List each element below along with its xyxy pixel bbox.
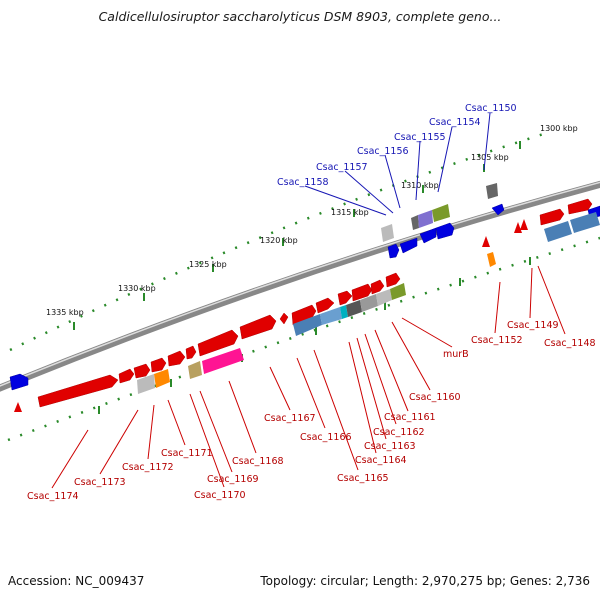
gene-label-csac-1172[interactable]: Csac_1172 bbox=[122, 462, 174, 473]
gene-label-csac-1164[interactable]: Csac_1164 bbox=[355, 455, 407, 466]
forward-strand-genes bbox=[37, 198, 593, 408]
gene-label-csac-1174[interactable]: Csac_1174 bbox=[27, 491, 79, 502]
ruler-label-1320: 1320 kbp bbox=[260, 236, 298, 245]
gene-label-csac-1148[interactable]: Csac_1148 bbox=[544, 338, 596, 349]
gene-label-csac-1155[interactable]: Csac_1155 bbox=[394, 132, 446, 143]
ruler-label-1300: 1300 kbp bbox=[540, 124, 578, 133]
gene-label-csac-1152[interactable]: Csac_1152 bbox=[471, 335, 523, 346]
gene-label-murb[interactable]: murB bbox=[443, 349, 469, 360]
gene-label-csac-1158[interactable]: Csac_1158 bbox=[277, 177, 329, 188]
inner-ruler bbox=[7, 236, 600, 442]
gene-label-csac-1173[interactable]: Csac_1173 bbox=[74, 477, 126, 488]
genome-backbone bbox=[0, 180, 600, 392]
gene-label-csac-1167[interactable]: Csac_1167 bbox=[264, 413, 316, 424]
ruler-label-1330: 1330 kbp bbox=[118, 284, 156, 293]
gene-label-csac-1165[interactable]: Csac_1165 bbox=[337, 473, 389, 484]
gene-label-csac-1168[interactable]: Csac_1168 bbox=[232, 456, 284, 467]
ruler-label-1305: 1305 kbp bbox=[471, 153, 509, 162]
gene-label-csac-1160[interactable]: Csac_1160 bbox=[409, 392, 461, 403]
ruler-label-1315: 1315 kbp bbox=[331, 208, 369, 217]
gene-label-csac-1154[interactable]: Csac_1154 bbox=[429, 117, 481, 128]
gene-label-csac-1161[interactable]: Csac_1161 bbox=[384, 412, 436, 423]
gene-label-csac-1149[interactable]: Csac_1149 bbox=[507, 320, 559, 331]
gene-label-csac-1150[interactable]: Csac_1150 bbox=[465, 103, 517, 114]
ruler-label-1335: 1335 kbp bbox=[46, 308, 84, 317]
gene-label-csac-1166[interactable]: Csac_1166 bbox=[300, 432, 352, 443]
gene-label-csac-1156[interactable]: Csac_1156 bbox=[357, 146, 409, 157]
gene-label-csac-1157[interactable]: Csac_1157 bbox=[316, 162, 368, 173]
ruler-label-1325: 1325 kbp bbox=[189, 260, 227, 269]
accession-text: Accession: NC_009437 bbox=[8, 574, 145, 588]
reverse-strand-genes bbox=[9, 203, 600, 391]
gene-label-csac-1169[interactable]: Csac_1169 bbox=[207, 474, 259, 485]
top-label-connectors bbox=[304, 112, 491, 216]
gene-label-csac-1170[interactable]: Csac_1170 bbox=[194, 490, 246, 501]
outer-ruler bbox=[9, 130, 551, 352]
bottom-label-connectors bbox=[51, 265, 566, 489]
genome-title: Caldicellulosiruptor saccharolyticus DSM… bbox=[98, 9, 502, 24]
special-genes bbox=[14, 183, 600, 412]
ruler-ticks bbox=[73, 141, 531, 414]
gene-label-csac-1163[interactable]: Csac_1163 bbox=[364, 441, 416, 452]
gene-label-csac-1171[interactable]: Csac_1171 bbox=[161, 448, 213, 459]
ruler-label-1310: 1310 kbp bbox=[401, 181, 439, 190]
genome-summary-text: Topology: circular; Length: 2,970,275 bp… bbox=[260, 574, 590, 588]
gene-label-csac-1162[interactable]: Csac_1162 bbox=[373, 427, 425, 438]
